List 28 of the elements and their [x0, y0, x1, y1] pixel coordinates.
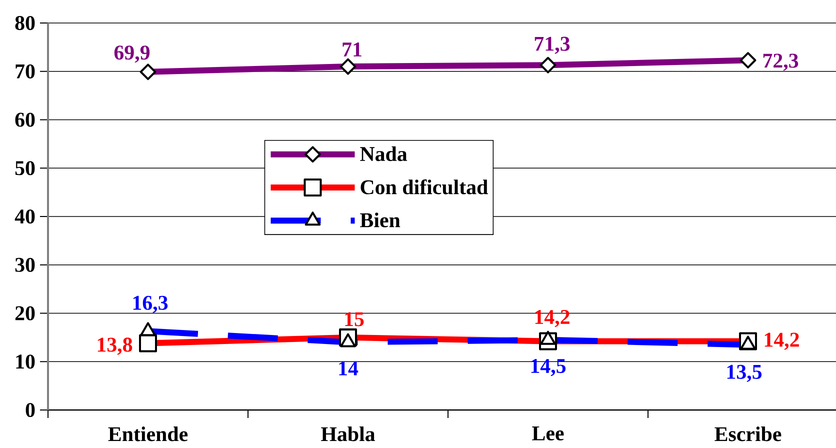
data-label: 14 — [339, 361, 358, 376]
y-tick-label: 80 — [15, 16, 35, 30]
data-label: 14,5 — [531, 359, 566, 376]
y-tick-label: 20 — [15, 306, 35, 320]
y-tick-label: 30 — [15, 258, 35, 272]
legend-label: Con dificultad — [360, 179, 488, 194]
data-label: 72,3 — [763, 54, 798, 71]
y-tick-label: 70 — [16, 64, 35, 78]
data-label: 15 — [345, 312, 364, 326]
legend-label: Bien — [360, 212, 400, 228]
x-tick-label: Entiende — [108, 426, 188, 442]
y-tick-label: 50 — [15, 161, 35, 176]
data-label: 69,9 — [114, 46, 150, 63]
data-label: 14,2 — [764, 332, 799, 350]
x-tick-label: Habla — [321, 426, 376, 442]
y-tick-label: 0 — [26, 402, 35, 418]
x-tick-label: Lee — [532, 426, 564, 440]
y-tick-label: 10 — [16, 354, 35, 369]
legend-label: Nada — [360, 146, 408, 162]
data-label: 13,8 — [98, 338, 132, 355]
y-tick-label: 60 — [15, 112, 35, 127]
data-label: 71,3 — [534, 36, 570, 54]
data-label: 16,3 — [133, 296, 168, 313]
data-label: 14,2 — [535, 310, 570, 328]
data-label: 13,5 — [727, 364, 762, 382]
data-label: 71 — [342, 42, 362, 56]
x-tick-label: Escribe — [714, 426, 782, 442]
y-tick-label: 40 — [14, 209, 35, 224]
